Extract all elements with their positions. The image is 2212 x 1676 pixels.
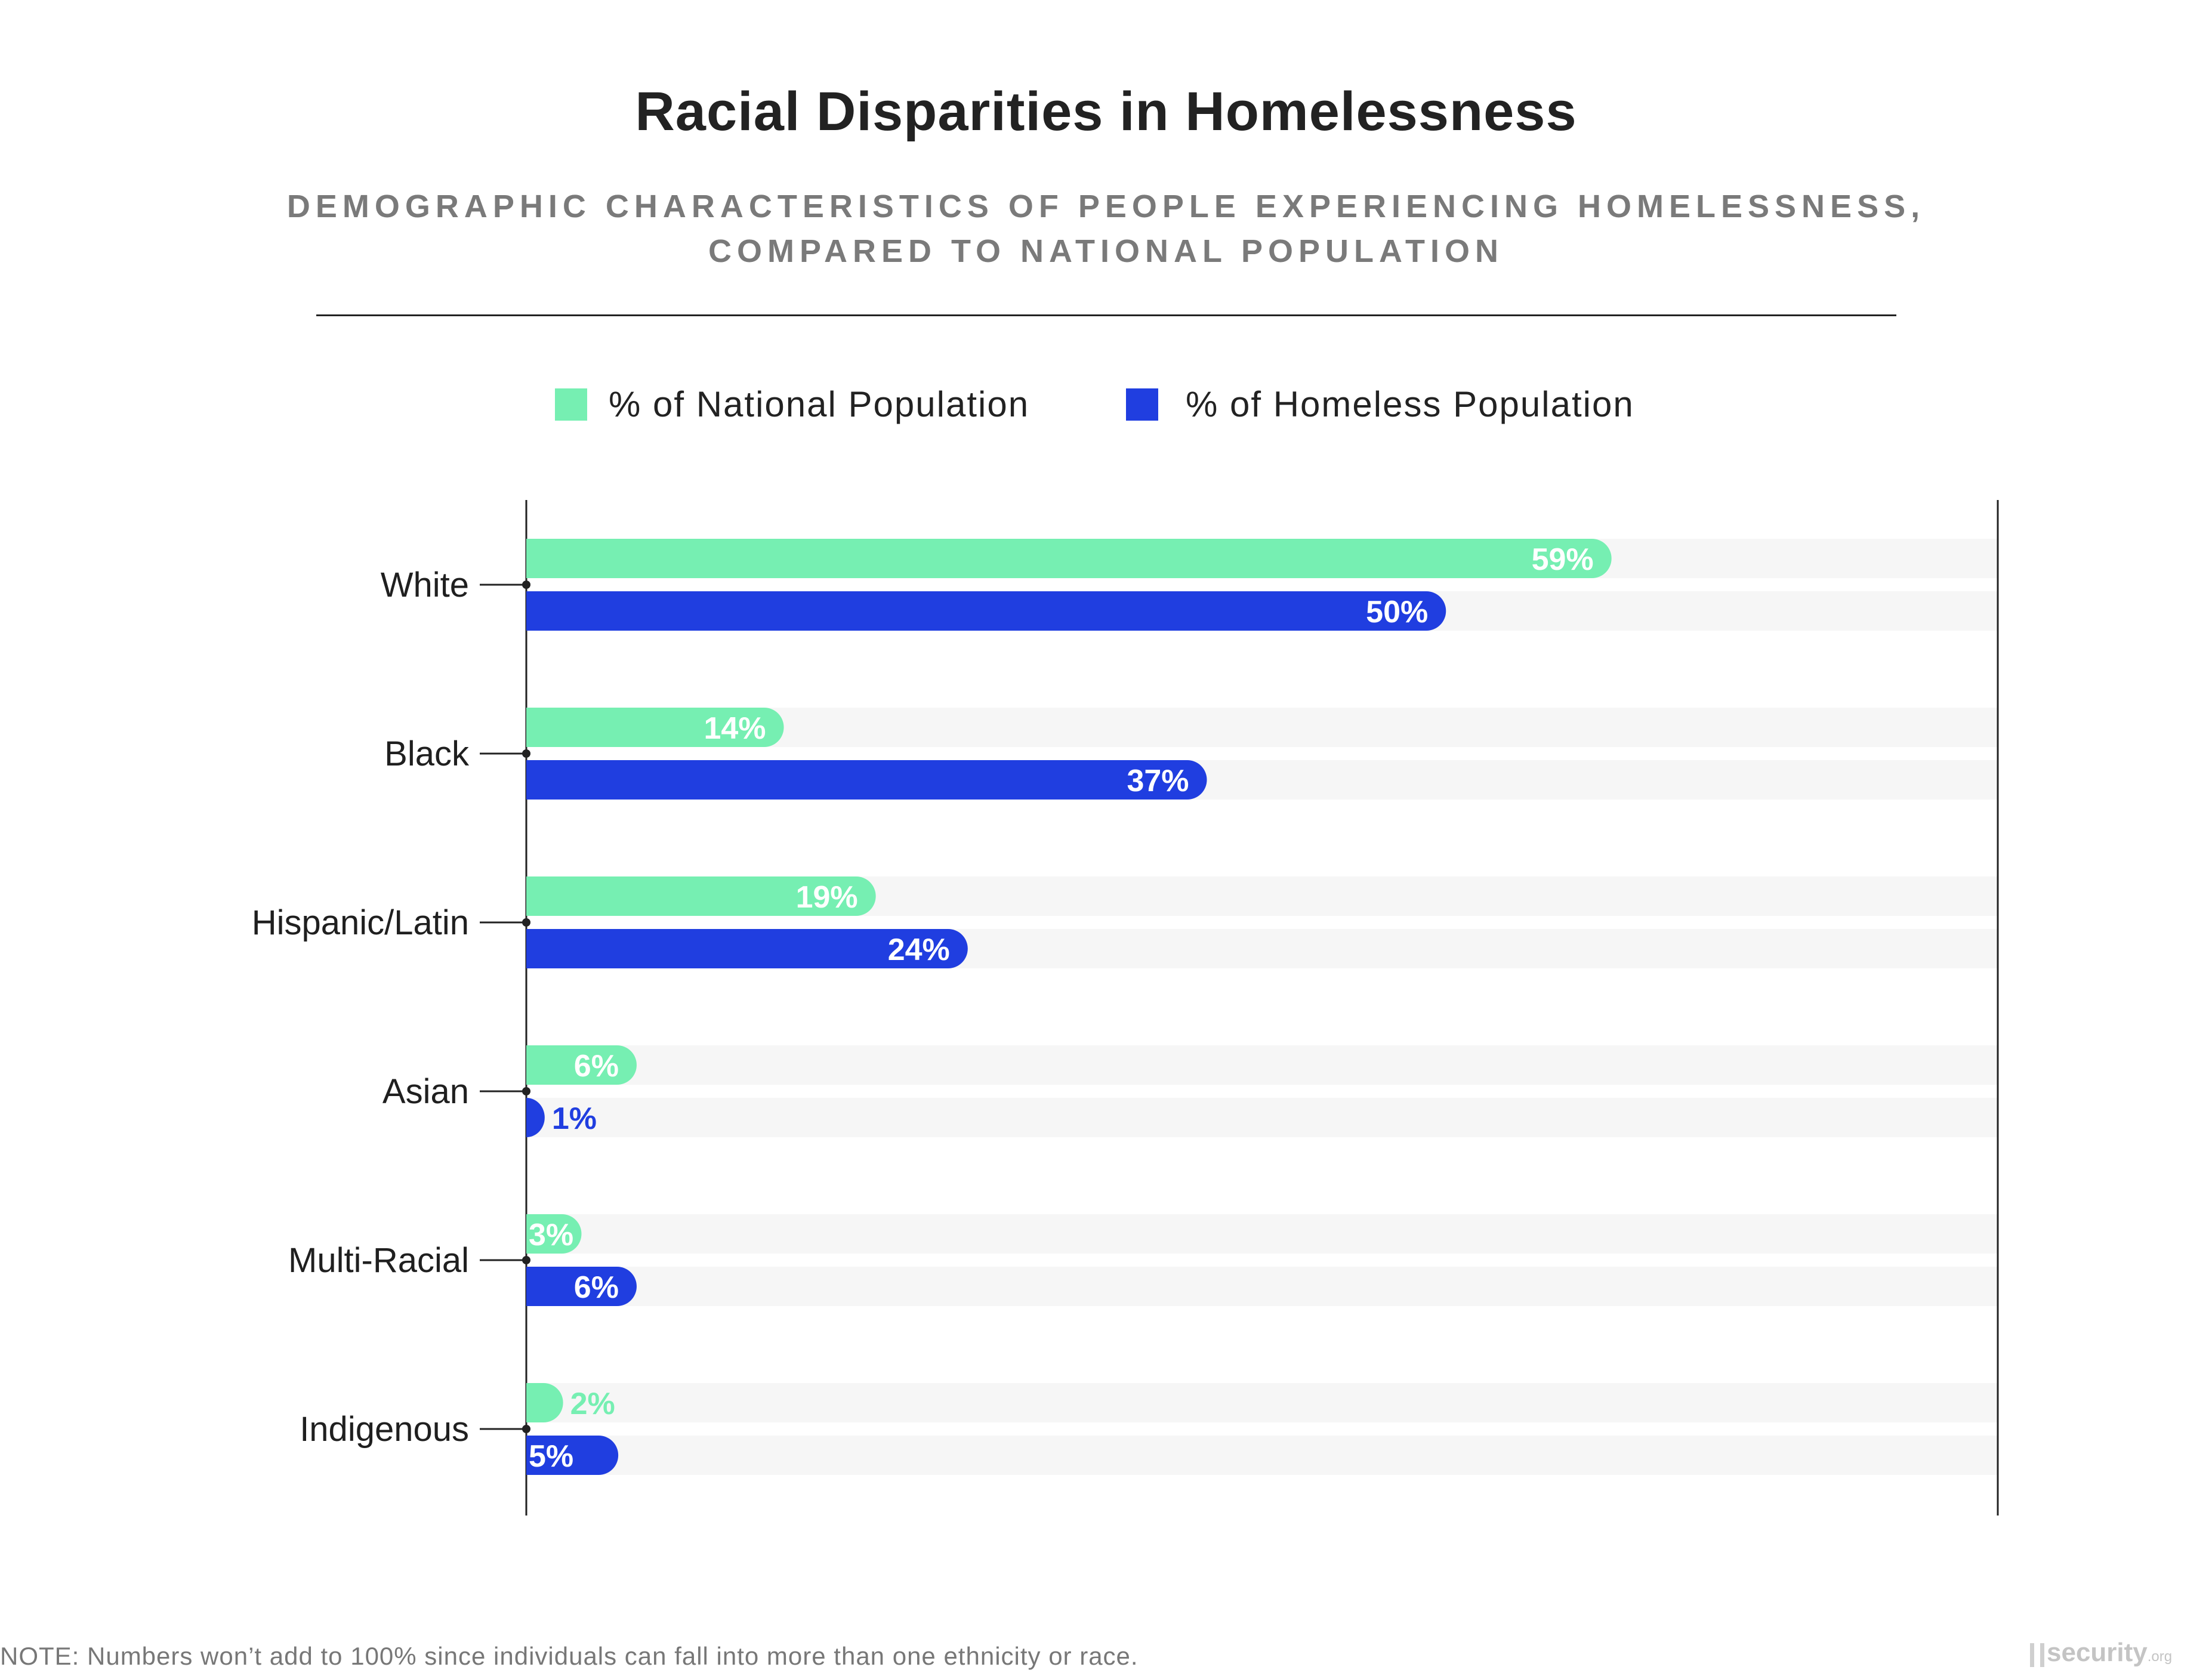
brand-logo: security.org bbox=[2047, 1638, 2172, 1668]
logo-suffix: .org bbox=[2147, 1649, 2173, 1665]
data-label-black-homeless: 37% bbox=[1127, 764, 1189, 798]
bar-track-indigenous-national bbox=[526, 1383, 1998, 1422]
bar-multi-racial-homeless bbox=[526, 1267, 637, 1306]
data-label-multi-racial-national: 3% bbox=[529, 1218, 573, 1252]
bar-track-multi-racial-national bbox=[526, 1214, 1998, 1254]
chart-subtitle-line-2: COMPARED TO NATIONAL POPULATION bbox=[708, 233, 1504, 269]
category-label-indigenous: Indigenous bbox=[300, 1410, 469, 1449]
legend-swatch-national bbox=[555, 388, 587, 421]
bar-white-homeless bbox=[526, 591, 1446, 631]
bar-indigenous-homeless bbox=[526, 1436, 619, 1475]
data-label-indigenous-homeless: 5% bbox=[529, 1439, 573, 1474]
bar-asian-homeless bbox=[526, 1098, 545, 1137]
bar-track-asian-homeless bbox=[526, 1098, 1998, 1137]
title-divider bbox=[316, 314, 1896, 316]
bar-multi-racial-national bbox=[526, 1214, 582, 1254]
logo-mark-icon bbox=[2030, 1643, 2044, 1667]
category-dot-indigenous bbox=[522, 1425, 530, 1433]
category-dot-white bbox=[522, 581, 530, 589]
bar-track-multi-racial-homeless bbox=[526, 1267, 1998, 1306]
category-dot-asian bbox=[522, 1087, 530, 1095]
category-dot-hispanic-latin bbox=[522, 918, 530, 927]
footnote: NOTE: Numbers won’t add to 100% since in… bbox=[0, 1642, 1139, 1670]
bar-asian-national bbox=[526, 1045, 637, 1085]
data-label-white-homeless: 50% bbox=[1366, 595, 1428, 629]
bar-chart: White 59% 50% Black 14% 37% Hispanic/Latin 19% 2… bbox=[252, 500, 1999, 1516]
data-label-asian-national: 6% bbox=[574, 1049, 619, 1084]
data-label-white-national: 59% bbox=[1532, 542, 1594, 577]
category-label-black: Black bbox=[384, 734, 470, 773]
logo-text: security bbox=[2047, 1638, 2148, 1667]
data-label-hispanic-latin-homeless: 24% bbox=[888, 933, 950, 967]
bar-white-national bbox=[526, 539, 1612, 578]
bar-track-asian-national bbox=[526, 1045, 1998, 1085]
bar-indigenous-national bbox=[526, 1383, 563, 1422]
data-label-hispanic-latin-national: 19% bbox=[796, 880, 858, 915]
bar-black-national bbox=[526, 708, 784, 747]
data-label-black-national: 14% bbox=[704, 711, 766, 746]
legend-label-national: % of National Population bbox=[609, 384, 1030, 424]
category-label-hispanic-latin: Hispanic/Latin bbox=[252, 903, 469, 942]
data-label-asian-homeless: 1% bbox=[552, 1101, 597, 1136]
bar-hispanic-latin-national bbox=[526, 876, 876, 916]
bar-hispanic-latin-homeless bbox=[526, 929, 968, 968]
category-label-asian: Asian bbox=[382, 1072, 469, 1111]
legend-swatch-homeless bbox=[1126, 388, 1158, 421]
category-label-multi-racial: Multi-Racial bbox=[288, 1241, 469, 1280]
category-label-white: White bbox=[381, 566, 469, 604]
bar-black-homeless bbox=[526, 760, 1207, 800]
legend-label-homeless: % of Homeless Population bbox=[1186, 384, 1634, 424]
data-label-indigenous-national: 2% bbox=[570, 1387, 615, 1421]
data-label-multi-racial-homeless: 6% bbox=[574, 1270, 619, 1305]
category-dot-black bbox=[522, 749, 530, 758]
chart-subtitle-line-1: DEMOGRAPHIC CHARACTERISTICS OF PEOPLE EX… bbox=[286, 189, 1926, 224]
chart-title: Racial Disparities in Homelessness bbox=[635, 81, 1577, 142]
category-dot-multi-racial bbox=[522, 1256, 530, 1264]
bar-track-indigenous-homeless bbox=[526, 1436, 1998, 1475]
